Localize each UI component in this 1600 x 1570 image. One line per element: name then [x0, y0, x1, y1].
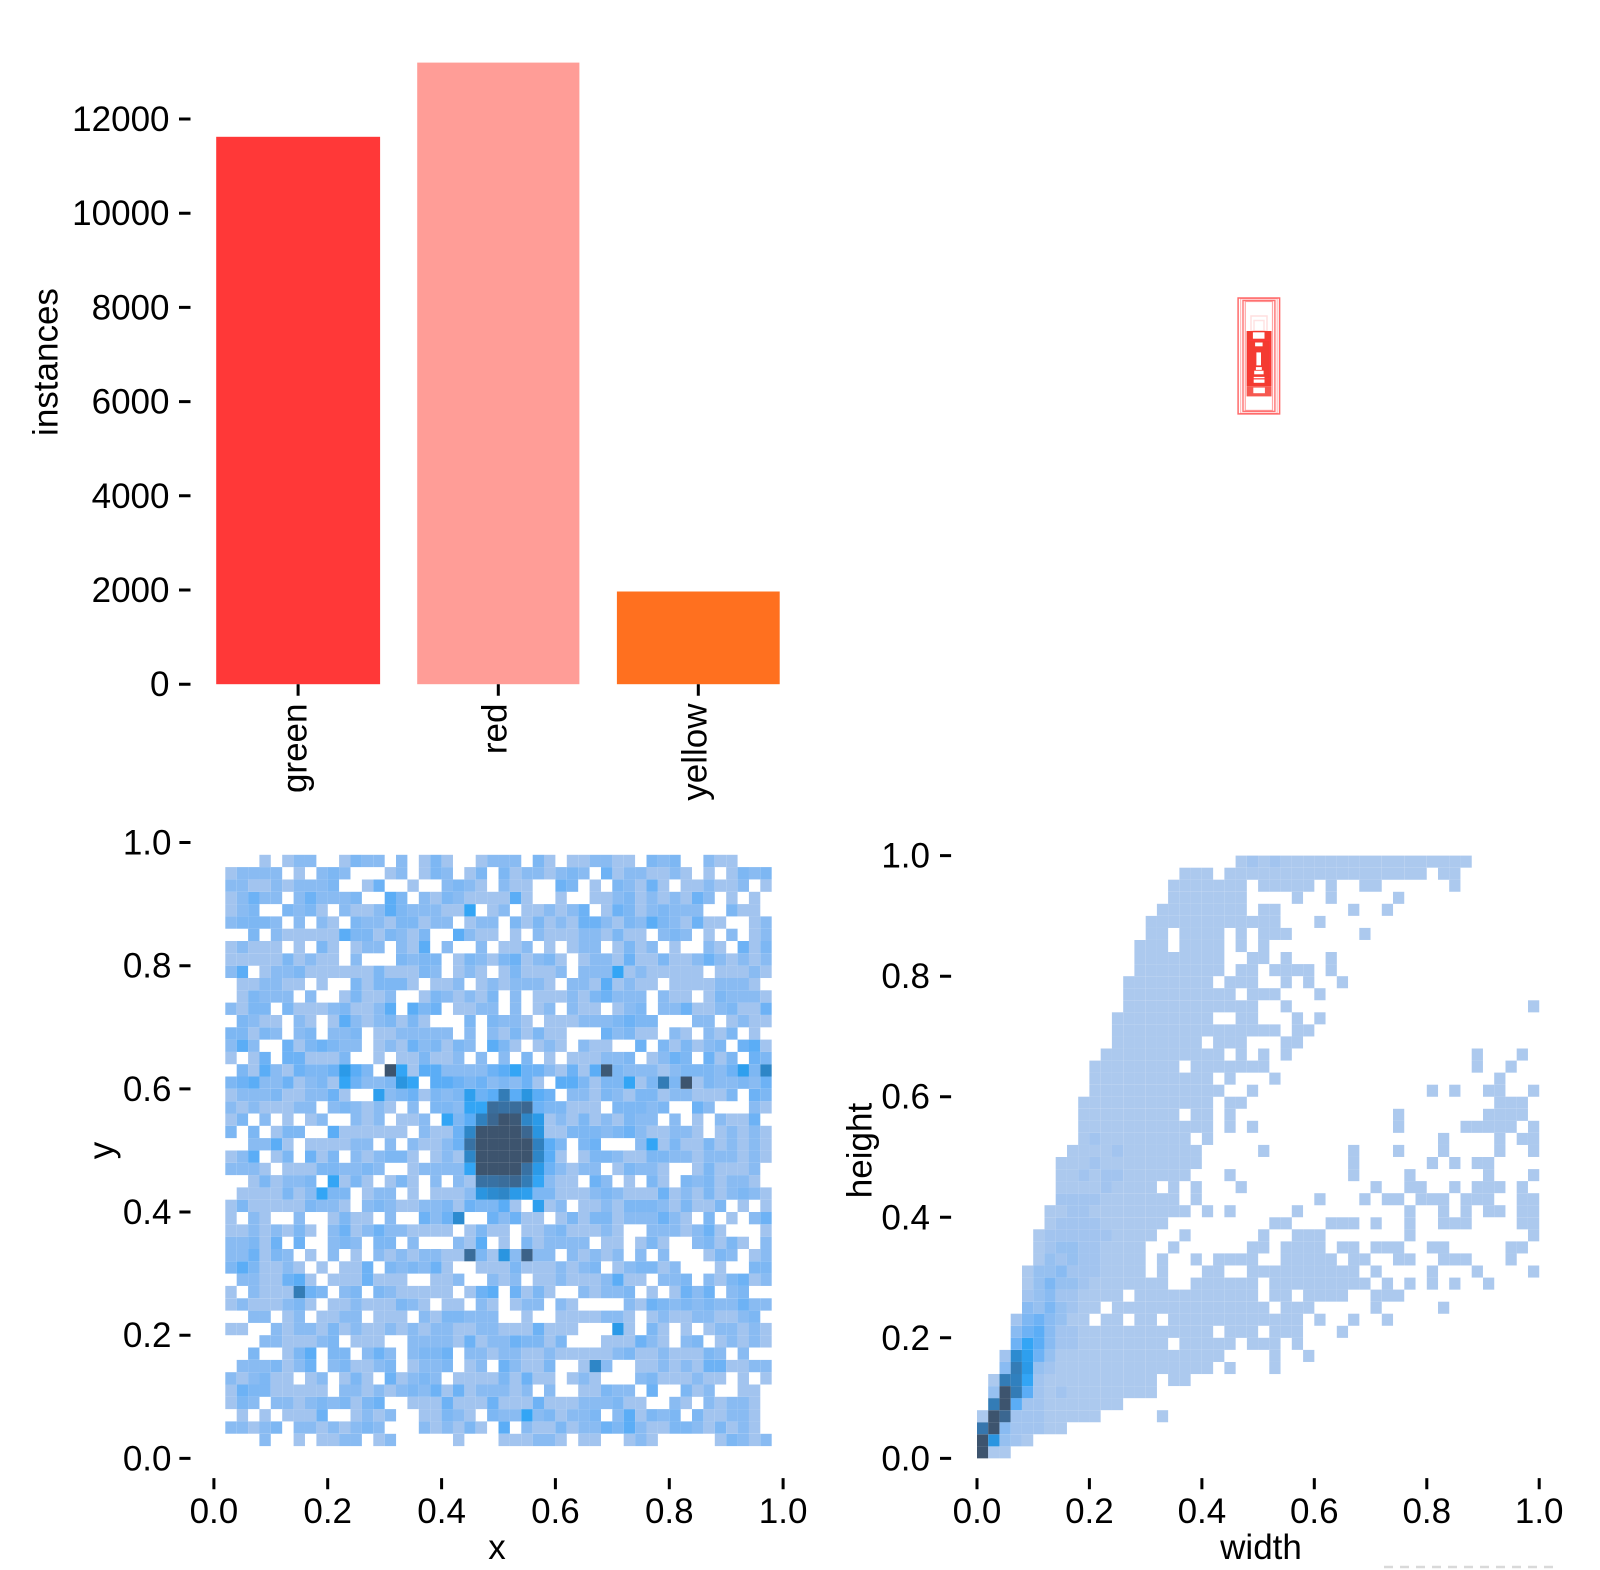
- svg-text:0.4: 0.4: [417, 1492, 466, 1531]
- svg-text:0.8: 0.8: [123, 947, 172, 986]
- svg-text:yellow: yellow: [676, 703, 715, 801]
- svg-text:height: height: [841, 1103, 880, 1199]
- svg-text:0.8: 0.8: [645, 1492, 694, 1531]
- svg-text:0.0: 0.0: [953, 1492, 1002, 1531]
- svg-text:4000: 4000: [92, 477, 170, 516]
- svg-text:12000: 12000: [72, 100, 169, 139]
- svg-text:0.0: 0.0: [881, 1439, 930, 1478]
- svg-text:2000: 2000: [92, 571, 170, 610]
- svg-text:1.0: 1.0: [123, 824, 172, 863]
- svg-text:0.0: 0.0: [123, 1439, 172, 1478]
- svg-text:0.4: 0.4: [881, 1198, 930, 1237]
- svg-text:10000: 10000: [72, 194, 169, 233]
- svg-text:0.8: 0.8: [881, 957, 930, 996]
- svg-text:0.6: 0.6: [123, 1070, 172, 1109]
- svg-text:green: green: [276, 704, 315, 794]
- svg-text:0.2: 0.2: [1065, 1492, 1114, 1531]
- svg-text:6000: 6000: [92, 383, 170, 422]
- svg-text:1.0: 1.0: [881, 837, 930, 876]
- svg-text:0.4: 0.4: [1178, 1492, 1227, 1531]
- svg-text:0.8: 0.8: [1402, 1492, 1451, 1531]
- svg-text:0.6: 0.6: [1290, 1492, 1339, 1531]
- svg-text:y: y: [82, 1141, 121, 1159]
- svg-text:instances: instances: [27, 288, 66, 436]
- svg-text:0.2: 0.2: [303, 1492, 352, 1531]
- svg-text:0.6: 0.6: [881, 1078, 930, 1117]
- svg-text:0.6: 0.6: [531, 1492, 580, 1531]
- svg-text:width: width: [1219, 1528, 1302, 1567]
- svg-text:x: x: [488, 1528, 506, 1567]
- svg-text:0.4: 0.4: [123, 1193, 172, 1232]
- svg-text:0.0: 0.0: [190, 1492, 239, 1531]
- svg-text:red: red: [476, 704, 515, 755]
- svg-text:0: 0: [150, 665, 169, 704]
- svg-text:0.2: 0.2: [123, 1316, 172, 1355]
- svg-text:1.0: 1.0: [1515, 1492, 1564, 1531]
- svg-text:0.2: 0.2: [881, 1319, 930, 1358]
- svg-text:1.0: 1.0: [759, 1492, 808, 1531]
- svg-text:8000: 8000: [92, 288, 170, 327]
